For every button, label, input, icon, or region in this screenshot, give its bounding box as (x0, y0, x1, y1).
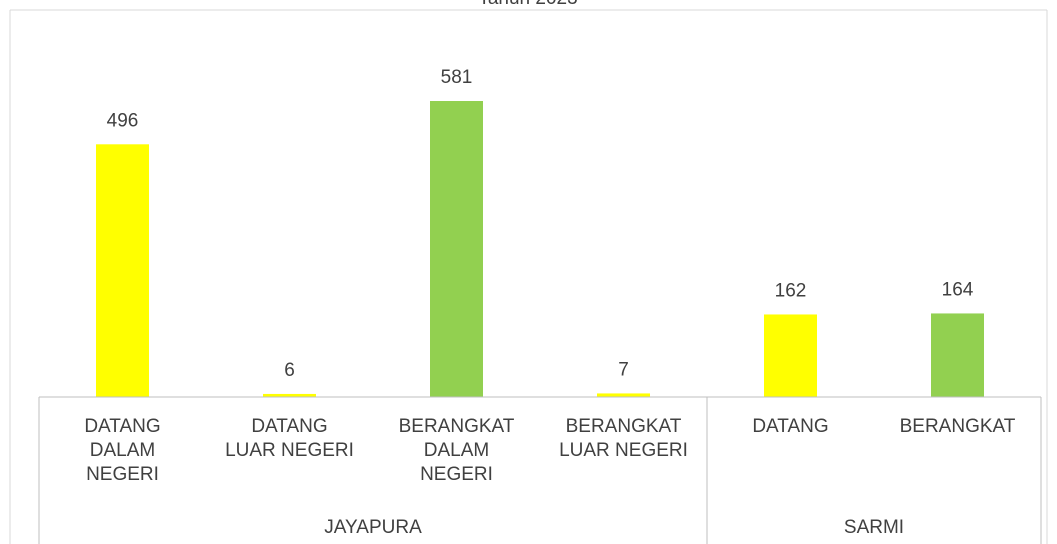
data-label: 164 (942, 279, 974, 300)
x-tick-label: DATANG (251, 416, 327, 437)
group-label: SARMI (844, 517, 904, 538)
bar (430, 101, 483, 397)
group-label: JAYAPURA (324, 517, 422, 538)
bar (931, 313, 984, 397)
data-label: 496 (107, 110, 139, 131)
x-tick-label: BERANGKAT (900, 416, 1016, 437)
chart-title: Tahun 2023 (478, 0, 577, 9)
data-label: 7 (618, 359, 629, 380)
data-label: 162 (775, 280, 807, 301)
x-tick-label: BERANGKAT (566, 416, 682, 437)
bar (597, 393, 650, 397)
bar (96, 144, 149, 397)
data-label: 581 (441, 67, 473, 88)
x-tick-label: NEGERI (420, 464, 493, 485)
x-tick-label: DALAM (90, 440, 155, 461)
data-label: 6 (284, 360, 295, 381)
x-tick-label: BERANGKAT (399, 416, 515, 437)
x-tick-label: LUAR NEGERI (559, 440, 688, 461)
x-tick-label: DATANG (752, 416, 828, 437)
x-tick-label: DATANG (84, 416, 160, 437)
x-tick-label: LUAR NEGERI (225, 440, 354, 461)
bar (263, 393, 316, 397)
x-tick-label: NEGERI (86, 464, 159, 485)
bar (764, 314, 817, 397)
x-tick-label: DALAM (424, 440, 489, 461)
